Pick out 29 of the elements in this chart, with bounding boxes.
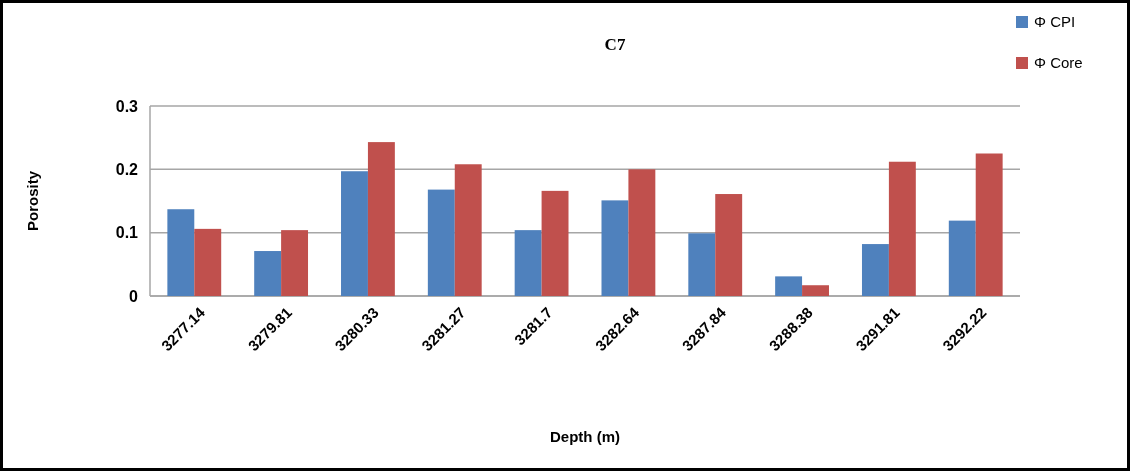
y-tick-label: 0.1: [115, 224, 139, 242]
bar: [775, 276, 803, 296]
y-axis-title: Porosity: [24, 170, 41, 232]
y-tick-label: 0.2: [115, 160, 139, 178]
bar: [541, 190, 569, 296]
bar: [888, 161, 916, 296]
bar: [688, 233, 716, 296]
bar: [454, 164, 482, 296]
y-tick-label: 0: [129, 287, 139, 305]
chart-title: C7: [604, 35, 626, 54]
bar: [281, 230, 309, 296]
bar: [514, 230, 542, 296]
bar: [167, 209, 195, 296]
y-tick-label: 0.3: [115, 97, 139, 115]
bar: [948, 220, 976, 296]
bar: [601, 200, 629, 296]
bar: [802, 285, 829, 296]
bar: [427, 189, 455, 296]
bar: [341, 171, 368, 296]
bar: [975, 153, 1003, 296]
bar: [367, 142, 395, 296]
bar: [628, 169, 656, 296]
legend-label: Φ CPI: [1034, 13, 1076, 31]
bar: [715, 194, 743, 296]
bar: [194, 228, 222, 296]
bar: [254, 251, 282, 296]
x-axis-title: Depth (m): [550, 428, 620, 445]
legend-label: Φ Core: [1034, 54, 1083, 72]
bar: [861, 244, 889, 296]
